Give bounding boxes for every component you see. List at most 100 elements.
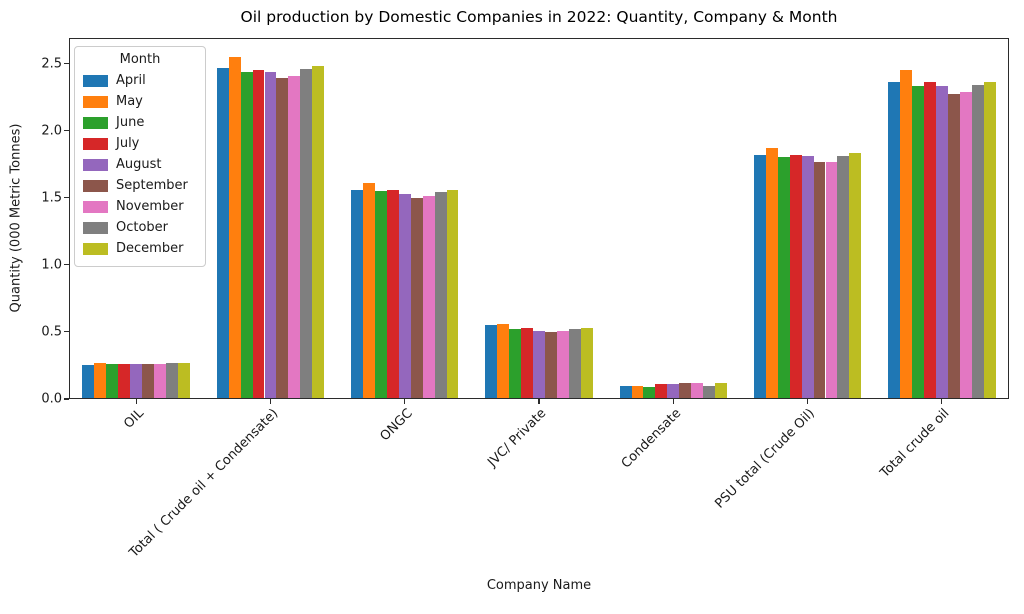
- y-tick-mark: [64, 264, 69, 266]
- bar-july-condensate: [655, 384, 668, 399]
- legend-swatch-icon: [83, 74, 108, 87]
- bar-august-oil: [130, 364, 143, 399]
- bar-november-total-crude-oil-condensate-: [288, 75, 301, 399]
- x-tick-mark: [538, 399, 540, 404]
- y-tick-label: 2.0: [41, 123, 62, 139]
- x-tick-label: OIL: [121, 406, 147, 432]
- legend-item-june: June: [83, 112, 197, 133]
- bar-october-total-crude-oil: [971, 85, 984, 399]
- bar-december-ongc: [446, 189, 459, 399]
- bar-july-psu-total-crude-oil-: [789, 154, 802, 399]
- legend-label: May: [116, 94, 143, 109]
- legend-label: August: [116, 157, 162, 172]
- bar-november-condensate: [691, 382, 704, 399]
- x-tick-label: Condensate: [618, 406, 684, 472]
- bar-may-total-crude-oil-condensate-: [228, 56, 241, 399]
- bar-october-ongc: [434, 192, 447, 399]
- legend-label: July: [116, 136, 140, 151]
- bar-august-psu-total-crude-oil-: [801, 156, 814, 399]
- bar-august-total-crude-oil-condensate-: [264, 71, 277, 399]
- bar-september-total-crude-oil-condensate-: [276, 78, 289, 399]
- x-tick-label: JVC/ Private: [485, 406, 550, 471]
- bar-september-condensate: [679, 382, 692, 399]
- y-tick-mark: [64, 130, 69, 132]
- legend-item-september: September: [83, 175, 197, 196]
- legend-swatch-icon: [83, 179, 108, 192]
- bar-december-condensate: [715, 382, 728, 399]
- bar-november-total-crude-oil: [959, 91, 972, 399]
- bar-december-jvc-private: [580, 327, 593, 399]
- y-tick-label: 1.5: [41, 190, 62, 206]
- x-tick-mark: [672, 399, 674, 404]
- legend-swatch-icon: [83, 95, 108, 108]
- bar-july-ongc: [386, 189, 399, 399]
- bar-september-oil: [142, 364, 155, 399]
- bar-october-jvc-private: [568, 329, 581, 399]
- bar-april-total-crude-oil-condensate-: [216, 67, 229, 399]
- bar-december-oil: [177, 362, 190, 399]
- bar-august-ongc: [398, 193, 411, 399]
- legend-label: September: [116, 178, 188, 193]
- legend-swatch-icon: [83, 116, 108, 129]
- bar-july-oil: [118, 364, 131, 399]
- bar-june-total-crude-oil: [912, 86, 924, 399]
- bar-june-psu-total-crude-oil-: [777, 157, 790, 399]
- y-tick-label: 2.5: [41, 56, 62, 71]
- legend-swatch-icon: [83, 221, 108, 234]
- bar-august-total-crude-oil: [935, 86, 948, 399]
- bar-september-total-crude-oil: [947, 94, 960, 399]
- bar-december-psu-total-crude-oil-: [849, 153, 862, 399]
- bar-may-total-crude-oil: [900, 70, 913, 399]
- bar-july-total-crude-oil: [924, 82, 936, 399]
- bar-may-ongc: [362, 182, 375, 399]
- bar-october-total-crude-oil-condensate-: [300, 68, 313, 399]
- y-tick-label: 0.0: [41, 391, 62, 407]
- x-tick-label: Total crude oil: [877, 406, 953, 481]
- legend: Month April May June July August September Nov…: [74, 46, 206, 267]
- bar-june-ongc: [374, 191, 387, 399]
- bar-june-oil: [106, 364, 119, 399]
- chart-title: Oil production by Domestic Companies in …: [240, 8, 838, 26]
- x-tick-label: PSU total (Crude Oil): [712, 406, 819, 512]
- plot-area: [69, 38, 1009, 399]
- legend-items: April May June July August September November O…: [83, 70, 197, 259]
- y-tick-mark: [64, 331, 69, 333]
- legend-label: December: [116, 241, 184, 256]
- x-tick-label: Total ( Crude oil + Condensate): [126, 406, 281, 561]
- bar-june-condensate: [643, 386, 656, 399]
- legend-swatch-icon: [83, 242, 108, 255]
- x-tick-label: ONGC: [377, 406, 416, 445]
- bar-may-jvc-private: [497, 323, 510, 399]
- bar-september-ongc: [410, 197, 423, 399]
- bar-april-condensate: [619, 385, 632, 399]
- bar-october-oil: [166, 362, 178, 399]
- legend-label: June: [116, 115, 145, 130]
- y-axis-label: Quantity (000 Metric Tonnes): [8, 123, 24, 313]
- bar-june-total-crude-oil-condensate-: [240, 71, 253, 399]
- bar-may-oil: [94, 362, 107, 399]
- legend-item-december: December: [83, 238, 197, 259]
- legend-label: November: [116, 199, 184, 214]
- legend-item-november: November: [83, 196, 197, 217]
- bar-august-jvc-private: [533, 330, 545, 399]
- legend-item-august: August: [83, 154, 197, 175]
- y-tick-label: 1.0: [41, 257, 62, 273]
- bar-june-jvc-private: [509, 329, 522, 399]
- legend-item-july: July: [83, 133, 197, 154]
- x-tick-mark: [135, 399, 137, 404]
- bar-september-psu-total-crude-oil-: [813, 161, 826, 399]
- bar-november-ongc: [422, 196, 435, 399]
- legend-item-may: May: [83, 91, 197, 112]
- legend-title: Month: [119, 52, 161, 67]
- legend-item-october: October: [83, 217, 197, 238]
- y-tick-mark: [64, 62, 69, 65]
- bar-october-psu-total-crude-oil-: [837, 156, 850, 399]
- bar-december-total-crude-oil-condensate-: [312, 66, 325, 399]
- legend-swatch-icon: [83, 158, 108, 171]
- y-tick-mark: [64, 398, 69, 400]
- x-tick-mark: [269, 399, 271, 404]
- legend-item-april: April: [83, 70, 197, 91]
- bar-november-jvc-private: [556, 330, 569, 399]
- bar-april-oil: [82, 365, 95, 399]
